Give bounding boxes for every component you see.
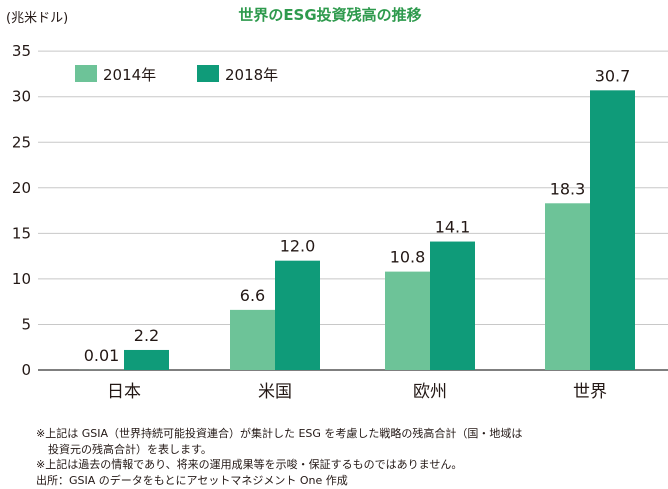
note-2: ※上記は過去の情報であり、将来の運用成果等を示唆・保証するものではありません。 [36,458,463,471]
chart-area: 世界のESG投資残高の推移 (兆米ドル) 0 5 10 15 20 25 30 35 0.01… [6,6,668,402]
bar-2018年-米国 [275,260,320,370]
data-label: 0.01 [84,346,120,365]
data-label: 12.0 [280,237,316,256]
y-tick-label: 0 [21,361,31,379]
note-1-cont: 投資元の残高合計）を表します。 [48,442,212,456]
category-label: 欧州 [413,382,447,402]
x-axis-categories: 日本 米国 欧州 世界 [107,382,607,402]
data-label: 2.2 [134,326,159,345]
source-note: 出所：GSIA のデータをもとにアセットマネジメント One 作成 [36,473,348,487]
category-label: 世界 [573,382,607,402]
y-tick-label: 30 [12,88,31,106]
category-label: 米国 [258,382,292,402]
legend-swatch [75,65,97,82]
bar-2018年-欧州 [430,241,475,370]
legend-swatch [197,65,219,82]
y-tick-label: 25 [12,133,31,151]
data-label: 10.8 [390,248,426,267]
data-label: 30.7 [595,66,631,85]
y-tick-label: 15 [12,224,31,242]
bar-2018年-日本 [124,349,169,370]
data-labels: 0.01 2.2 6.6 12.0 10.8 14.1 18.3 30.7 [84,66,631,365]
legend-label: 2014年 [103,66,156,84]
bar-2018年-世界 [590,90,635,370]
bars [79,90,635,370]
y-tick-label: 10 [12,270,31,288]
y-axis-ticks: 0 5 10 15 20 25 30 35 [12,42,31,379]
note-1: ※上記は GSIA（世界持続可能投資連合）が集計した ESG を考慮した戦略の残… [36,427,523,440]
data-label: 14.1 [435,218,471,237]
y-tick-label: 35 [12,42,31,60]
category-label: 日本 [107,382,141,402]
legend-label: 2018年 [225,66,278,84]
data-label: 18.3 [550,179,586,198]
bar-2014年-米国 [230,309,275,370]
footnotes: ※上記は GSIA（世界持続可能投資連合）が集計した ESG を考慮した戦略の残… [36,426,656,488]
legend: 2014年 2018年 [75,65,278,84]
y-tick-label: 20 [12,179,31,197]
chart-title: 世界のESG投資残高の推移 [238,6,421,24]
y-tick-label: 5 [21,315,31,333]
unit-label: (兆米ドル) [6,11,68,26]
data-label: 6.6 [240,286,265,305]
bar-2014年-世界 [545,203,590,370]
bar-2014年-欧州 [385,271,430,370]
